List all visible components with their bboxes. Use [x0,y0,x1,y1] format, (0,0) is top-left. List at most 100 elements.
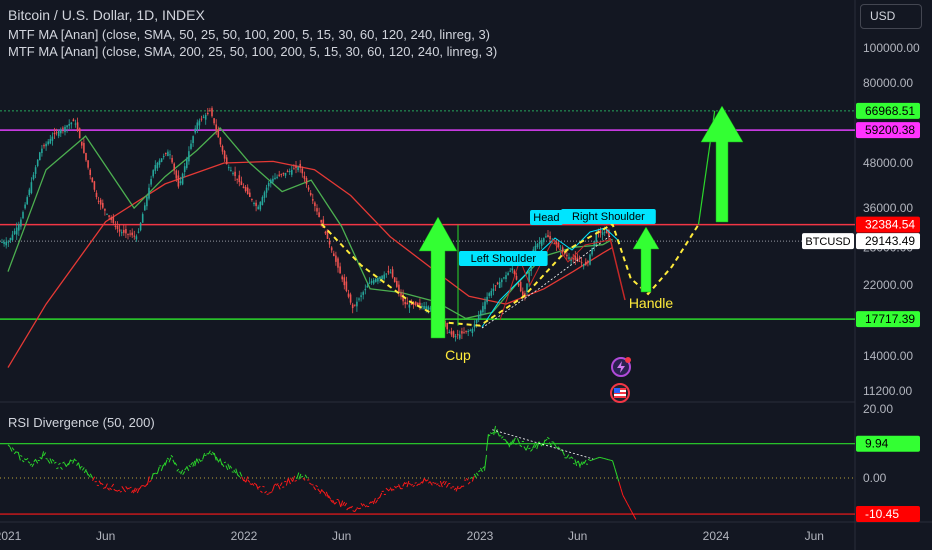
rsi-segment [148,479,152,483]
time-tick-label: Jun [96,529,115,543]
rsi-segment [309,482,312,485]
price-candle [383,274,385,279]
head-label-box [530,210,563,225]
price-candle [488,293,490,296]
price-candle [324,231,327,234]
rsi-segment [496,431,500,437]
rsi-segment [156,466,160,474]
price-candle [333,253,335,257]
rsi-segment [186,465,190,472]
rsi-segment [117,489,121,492]
price-candle [467,331,469,333]
rsi-segment [160,465,164,472]
rsi-segment [109,487,112,491]
price-candle [169,154,171,156]
rsi-segment [153,472,156,475]
rsi-segment [257,485,261,489]
price-candle [51,136,54,141]
price-tag-bg-support [856,311,920,328]
price-candle [301,168,304,174]
rsi-segment [31,463,35,468]
price-candle [186,158,188,168]
rsi-segment [100,482,104,486]
rsi-segment [155,472,158,475]
price-candle [152,170,154,177]
price-candle [133,235,136,237]
price-candle [13,231,16,235]
rsi-segment [49,458,53,464]
rsi-segment [20,455,23,457]
rsi-segment [215,456,219,462]
symbol-tag-bg [802,233,854,250]
price-candle [391,269,394,278]
rsi-segment [184,466,188,471]
rsi-segment [102,487,106,490]
rsi-segment [610,459,613,462]
rsi-segment [321,490,325,493]
rsi-segment [566,454,570,459]
price-candle [480,310,482,315]
price-candle [326,229,329,239]
price-candle [55,132,58,134]
price-candle [24,204,26,209]
price-tick-label: 22000.00 [863,278,913,292]
rsi-segment [515,443,518,445]
price-candle [257,206,259,210]
time-tick-label: Jun [568,529,587,543]
rsi-segment [323,491,327,497]
us-flag-icon[interactable] [610,383,630,403]
rsi-tag-bg-lower [856,506,920,523]
rsi-segment [612,460,616,468]
price-candle [139,222,142,231]
rsi-segment [546,436,550,440]
price-candle [580,262,583,264]
rsi-segment [364,505,368,508]
price-candle [452,331,455,338]
pattern-drop-line [609,237,626,301]
price-candle [68,123,70,126]
price-candle [450,331,453,335]
price-candle [372,279,375,284]
rsi-segment [420,481,423,484]
price-candle [41,148,43,154]
price-candle [74,123,77,125]
currency-button[interactable]: USD [860,4,922,29]
price-candle [381,275,383,280]
rsi-segment [127,487,130,490]
price-candle [364,288,367,291]
rsi-segment [64,462,67,468]
rsi-segment [35,459,39,464]
rsi-segment [421,477,425,484]
price-candle [108,215,110,217]
rsi-segment [131,489,134,493]
rsi-segment [300,475,304,478]
price-candle [526,283,528,292]
price-candle [425,306,427,309]
price-candle [15,227,18,235]
price-candle [22,212,24,219]
rsi-segment [17,451,21,461]
rsi-segment [475,472,479,477]
flash-icon[interactable] [611,357,631,377]
price-candle [64,126,66,133]
price-tick-label: 80000.00 [863,76,913,90]
rsi-segment [443,480,447,486]
price-candle [236,178,238,180]
rsi-segment [517,438,521,444]
ma-200-line [7,160,613,368]
rsi-segment [626,503,630,508]
rsi-segment [245,476,249,483]
rsi-segment [51,459,55,462]
rsi-segment [392,488,395,491]
price-candle [129,233,131,235]
rsi-segment [107,487,110,491]
price-candle [316,208,318,212]
price-candle [606,228,608,234]
price-candle [110,217,112,220]
rsi-segment [146,476,150,485]
rsi-segment [603,457,607,460]
rsi-segment [553,442,557,447]
rsi-segment [180,469,184,475]
rsi-segment [438,484,441,487]
